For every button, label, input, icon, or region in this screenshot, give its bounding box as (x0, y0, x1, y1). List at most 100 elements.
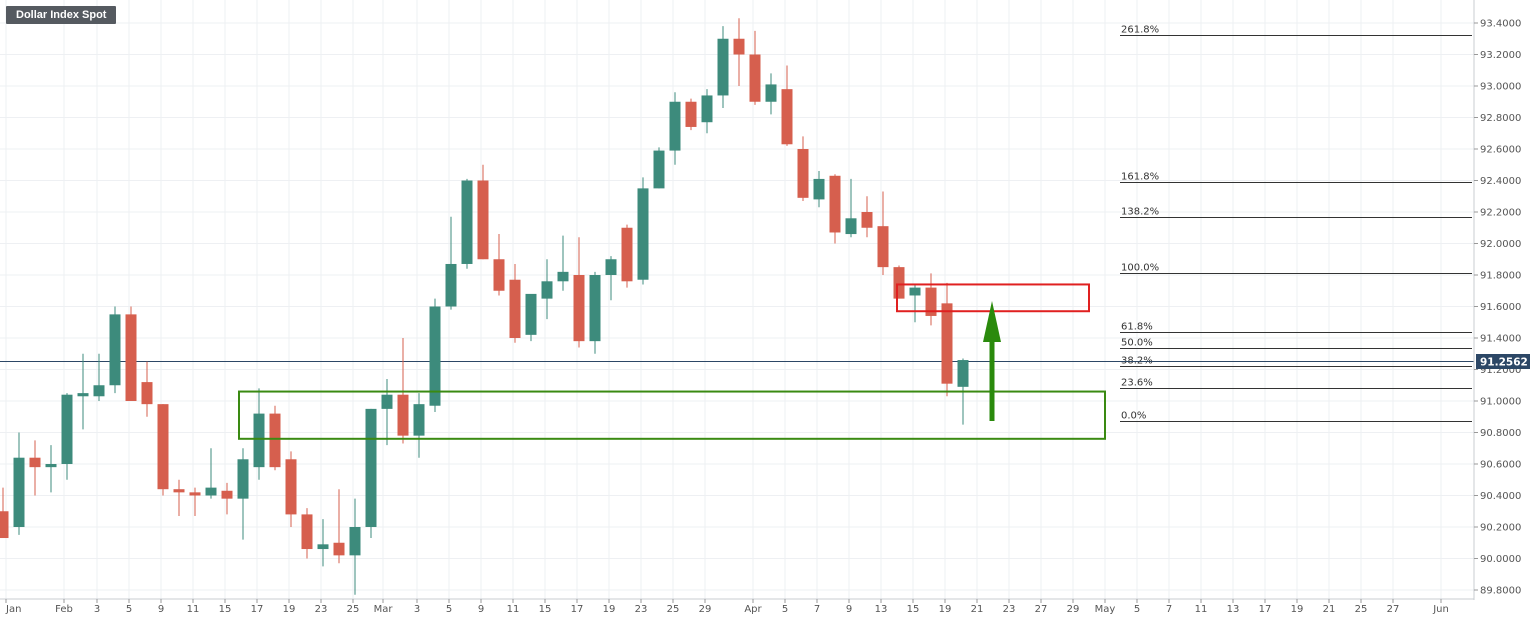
candle (525, 293, 537, 342)
x-tick-label: 15 (907, 604, 920, 615)
x-tick-label: 9 (846, 604, 852, 615)
candle (285, 451, 297, 527)
candle-body (941, 303, 953, 384)
candle-body (269, 413, 281, 468)
x-tick-label: 19 (1291, 604, 1304, 615)
candle-body (0, 511, 9, 539)
candle (333, 489, 345, 564)
candle (829, 174, 841, 244)
candle (861, 196, 873, 238)
candle (893, 265, 905, 299)
candle (797, 136, 809, 201)
candle-body (733, 38, 745, 55)
x-tick-label: Jan (5, 604, 21, 615)
candle-body (253, 413, 265, 468)
fib-label: 161.8% (1121, 172, 1159, 183)
candle (301, 508, 313, 559)
candle-body (445, 263, 457, 307)
candle-body (381, 394, 393, 409)
candle (29, 440, 41, 496)
candle (477, 164, 489, 260)
candle (317, 519, 329, 567)
candle-body (141, 382, 153, 405)
candle-body (589, 275, 601, 342)
fib-label: 50.0% (1121, 338, 1153, 349)
x-tick-label: 13 (875, 604, 888, 615)
candle (173, 479, 185, 516)
candle-body (189, 492, 201, 496)
candle-body (77, 393, 89, 397)
candle-body (205, 487, 217, 496)
x-tick-label: 25 (347, 604, 360, 615)
y-tick-label: 90.6000 (1480, 460, 1521, 471)
candle (429, 298, 441, 413)
candle-body (13, 457, 25, 527)
candle-body (541, 281, 553, 299)
x-tick-label: Apr (744, 604, 762, 615)
candles (0, 18, 969, 595)
x-tick-label: 11 (1195, 604, 1208, 615)
candle (749, 30, 761, 105)
y-tick-label: 92.8000 (1480, 113, 1521, 124)
x-tick-label: 7 (1166, 604, 1172, 615)
x-tick-label: 25 (667, 604, 680, 615)
candle (621, 224, 633, 288)
candle-body (925, 287, 937, 316)
candle (61, 393, 73, 480)
x-tick-label: 29 (1067, 604, 1080, 615)
candle-body (701, 95, 713, 123)
candle (909, 284, 921, 323)
candle-body (781, 89, 793, 145)
fib-label: 0.0% (1121, 411, 1146, 422)
candle (877, 191, 889, 275)
candle (141, 361, 153, 417)
candle (653, 147, 665, 189)
candle-body (61, 394, 73, 464)
candle (205, 448, 217, 499)
x-tick-label: 27 (1035, 604, 1048, 615)
candle (669, 92, 681, 165)
candle-body (573, 275, 585, 342)
candle-body (813, 178, 825, 200)
candle (717, 26, 729, 109)
x-tick-label: 5 (446, 604, 452, 615)
candle-body (93, 385, 105, 397)
candle-body (157, 404, 169, 490)
grid-lines (0, 0, 1474, 600)
candle (781, 65, 793, 146)
y-tick-label: 90.2000 (1480, 523, 1521, 534)
candle-body (509, 279, 521, 338)
candle-body (909, 287, 921, 296)
current-price-label: 91.2562 (1480, 357, 1528, 369)
candle (461, 178, 473, 269)
x-tick-label: 17 (251, 604, 264, 615)
candle-body (365, 408, 377, 527)
candle-body (29, 457, 41, 468)
candle-body (621, 227, 633, 282)
candle-body (285, 459, 297, 515)
candle-body (461, 180, 473, 264)
candle-body (717, 38, 729, 96)
candle (701, 89, 713, 134)
candle-body (109, 314, 121, 386)
support-zone-box (238, 390, 1106, 440)
x-tick-label: 5 (1134, 604, 1140, 615)
x-tick-label: Feb (55, 604, 73, 615)
candle (493, 234, 505, 296)
candle-body (749, 54, 761, 102)
x-tick-label: 15 (219, 604, 232, 615)
x-tick-label: 21 (971, 604, 984, 615)
candle-body (125, 314, 137, 401)
y-tick-label: 92.0000 (1480, 239, 1521, 250)
candle (413, 393, 425, 458)
candle (45, 445, 57, 493)
x-tick-label: 27 (1387, 604, 1400, 615)
x-tick-label: 9 (478, 604, 484, 615)
candle (365, 408, 377, 539)
candle (541, 259, 553, 320)
arrow-head (983, 301, 1001, 342)
candle (93, 353, 105, 401)
x-tick-label: 7 (814, 604, 820, 615)
x-tick-label: 23 (635, 604, 648, 615)
